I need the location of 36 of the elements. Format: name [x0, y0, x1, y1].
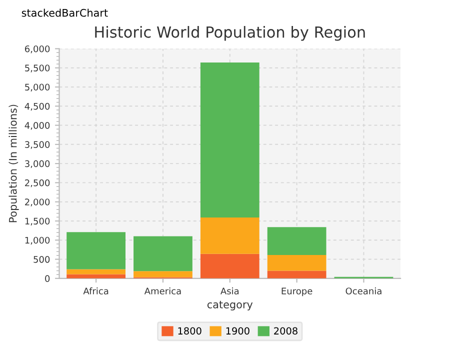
bar: [66, 269, 126, 274]
y-tick-label: 3,000: [25, 160, 50, 168]
bar: [267, 270, 326, 278]
x-tick-label: Asia: [220, 287, 239, 294]
y-tick-label: 2,000: [25, 198, 50, 206]
y-tick-label: 2,500: [25, 179, 50, 188]
x-tick-label: America: [144, 287, 181, 294]
y-tick-label: 4,500: [24, 102, 50, 111]
x-tick-label: Oceania: [346, 287, 382, 294]
y-tick-label: 1,000: [25, 236, 50, 245]
bar: [200, 62, 260, 218]
y-tick-label: 4,000: [24, 122, 50, 130]
y-axis-title: Population (In millions): [8, 104, 19, 222]
x-tick-label: Europe: [282, 288, 312, 296]
legend-label: 2008: [274, 327, 298, 335]
bar: [134, 271, 192, 278]
bar: [200, 254, 260, 278]
y-tick-label: 5,500: [25, 64, 50, 72]
text: stackedBarChart: [22, 8, 108, 17]
chart-title: Historic World Population by Region: [95, 26, 365, 41]
x-axis-title: category: [207, 300, 253, 310]
y-tick-label: 5,000: [25, 84, 50, 92]
x-tick-label: Africa: [83, 287, 108, 294]
y-tick-label: 6,000: [25, 45, 50, 54]
y-tick-label: 1,500: [25, 218, 50, 226]
y-tick-label: 500: [34, 256, 50, 263]
legend-label: 1900: [226, 327, 250, 335]
bar: [200, 218, 260, 254]
bar: [267, 227, 326, 256]
bar: [134, 236, 192, 272]
legend-label: 1800: [178, 327, 202, 335]
bar: [66, 274, 126, 278]
bar: [66, 232, 126, 270]
y-tick-label: 3,500: [25, 141, 50, 149]
y-tick-label: 0: [45, 275, 50, 282]
bar: [267, 255, 326, 271]
